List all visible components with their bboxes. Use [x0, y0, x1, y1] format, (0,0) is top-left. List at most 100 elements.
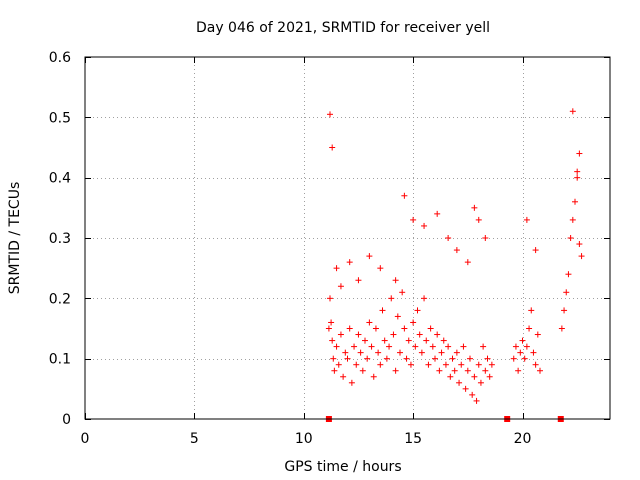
- y-tick-label: 0.1: [49, 352, 71, 368]
- data-point: [445, 235, 452, 241]
- data-point: [333, 265, 340, 272]
- data-point: [578, 253, 585, 260]
- data-point: [561, 307, 568, 314]
- data-point: [471, 204, 478, 211]
- data-point: [475, 361, 482, 368]
- data-point: [368, 343, 375, 350]
- data-point: [379, 307, 386, 314]
- x-tick-label: 5: [190, 431, 199, 447]
- data-point: [576, 241, 583, 248]
- data-point: [403, 355, 410, 362]
- data-point: [364, 355, 371, 362]
- data-point: [416, 331, 423, 338]
- data-point: [486, 373, 493, 380]
- data-point: [558, 325, 565, 332]
- data-point: [377, 265, 384, 272]
- data-point: [477, 379, 484, 386]
- x-axis-label: GPS time / hours: [284, 459, 401, 475]
- data-point: [329, 144, 336, 151]
- data-point: [377, 361, 384, 368]
- data-point: [340, 373, 347, 380]
- data-point: [484, 355, 491, 362]
- data-point: [383, 355, 390, 362]
- data-point: [434, 210, 441, 217]
- data-point: [458, 361, 465, 368]
- data-point: [515, 367, 522, 374]
- data-point: [530, 349, 537, 356]
- data-point: [330, 355, 337, 362]
- data-point: [337, 331, 344, 338]
- data-point: [355, 277, 362, 284]
- data-point: [410, 319, 417, 326]
- data-point: [397, 349, 403, 356]
- data-point: [447, 373, 454, 380]
- data-point: [418, 349, 425, 356]
- y-tick-label: 0.4: [49, 171, 71, 187]
- data-point: [421, 295, 428, 302]
- y-tick-label: 0: [62, 412, 71, 428]
- data-point: [517, 349, 524, 356]
- data-point: [471, 373, 478, 380]
- data-point: [414, 307, 421, 314]
- data-point: [451, 367, 458, 374]
- data-point: [574, 174, 581, 181]
- data-point: [569, 108, 576, 115]
- data-point: [348, 379, 355, 386]
- data-point: [512, 343, 519, 350]
- x-tick-label: 15: [404, 431, 422, 447]
- data-point: [362, 337, 368, 344]
- chart-title: Day 046 of 2021, SRMTID for receiver yel…: [196, 20, 490, 36]
- data-point: [519, 337, 526, 344]
- data-point: [423, 337, 430, 344]
- data-point: [357, 349, 364, 356]
- data-point: [510, 355, 517, 362]
- data-point: [392, 277, 399, 284]
- data-point: [390, 331, 397, 338]
- data-point: [436, 367, 443, 374]
- data-points: [325, 108, 585, 404]
- data-point: [327, 111, 333, 118]
- data-point: [464, 259, 471, 266]
- y-tick-label: 0.6: [49, 50, 71, 66]
- data-point: [488, 361, 495, 368]
- data-point: [366, 253, 373, 260]
- data-point: [442, 361, 449, 368]
- data-point: [412, 343, 419, 350]
- data-point: [386, 343, 393, 350]
- data-point: [462, 385, 469, 392]
- data-point: [344, 355, 351, 362]
- data-point: [328, 319, 335, 326]
- data-point: [464, 367, 471, 374]
- data-point: [392, 367, 399, 374]
- data-point: [335, 361, 342, 368]
- y-tick-label: 0.2: [49, 291, 71, 307]
- data-point: [375, 349, 382, 356]
- data-point: [329, 337, 336, 344]
- data-point: [569, 216, 576, 223]
- data-point: [532, 247, 539, 254]
- data-point: [473, 397, 480, 404]
- data-point: [366, 319, 373, 326]
- data-point: [372, 325, 379, 332]
- data-point: [523, 343, 530, 350]
- data-point: [359, 367, 366, 374]
- y-axis-label: SRMTID / TECUs: [7, 182, 23, 295]
- data-point: [353, 361, 360, 368]
- data-point: [421, 222, 428, 229]
- data-point: [526, 325, 533, 332]
- data-point: [480, 343, 487, 350]
- data-point: [567, 235, 574, 241]
- data-point: [565, 271, 572, 278]
- data-point: [427, 325, 434, 332]
- data-point: [327, 295, 333, 302]
- data-point: [388, 295, 395, 302]
- data-point: [425, 361, 432, 368]
- data-point: [445, 343, 452, 350]
- data-point: [381, 337, 388, 344]
- data-point: [482, 367, 489, 374]
- x-tick-label: 20: [514, 431, 532, 447]
- data-point: [407, 361, 414, 368]
- data-point: [333, 343, 340, 350]
- data-point: [370, 373, 377, 380]
